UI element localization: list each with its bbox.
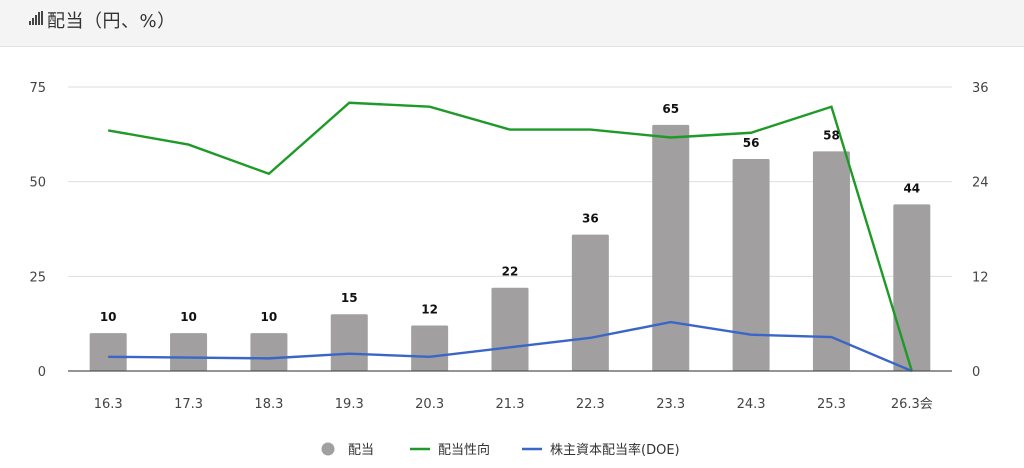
x-tick-label: 17.3 <box>174 397 203 412</box>
bar[interactable] <box>89 333 127 371</box>
bar-data-label: 56 <box>743 136 760 150</box>
bar[interactable] <box>732 158 770 371</box>
bar[interactable] <box>170 333 208 371</box>
legend-marker-bar[interactable] <box>321 442 335 456</box>
line-series <box>107 101 913 373</box>
axes: 0 25 50 75 0 12 24 36 16.3 17.3 18.3 19.3 20.3 21.3 22… <box>29 81 988 412</box>
bar-series <box>89 124 931 371</box>
bar-data-label: 15 <box>341 291 358 305</box>
bar[interactable] <box>652 124 690 371</box>
x-tick-label: 26.3会 <box>891 397 933 412</box>
x-tick-label: 22.3 <box>576 397 605 412</box>
y-right-tick-label: 24 <box>972 176 989 191</box>
legend-label[interactable]: 株主資本配当率(DOE) <box>550 442 680 458</box>
y-left-tick-label: 0 <box>38 365 46 380</box>
bar[interactable] <box>411 325 449 371</box>
y-left-tick-label: 25 <box>29 270 46 285</box>
bar-data-label: 44 <box>903 181 920 195</box>
line-payout-ratio[interactable] <box>107 101 913 372</box>
bar[interactable] <box>812 151 850 371</box>
bar-data-label: 10 <box>100 310 117 324</box>
bar[interactable] <box>250 333 288 371</box>
y-right-tick-label: 12 <box>972 270 989 285</box>
x-tick-label: 21.3 <box>496 397 525 412</box>
y-left-tick-label: 50 <box>29 176 46 191</box>
signal-bars-icon <box>29 11 43 25</box>
bar-data-label: 22 <box>502 265 519 279</box>
line-doe[interactable] <box>108 320 913 373</box>
chart-title: 配当（円、%） <box>47 11 176 32</box>
legend-label[interactable]: 配当 <box>348 443 374 458</box>
y-left-tick-label: 75 <box>29 81 46 96</box>
grid <box>68 86 952 277</box>
x-tick-label: 23.3 <box>656 397 685 412</box>
dividend-chart: 10 10 10 15 12 22 36 65 56 58 44 0 25 50 75 0 12 24 36 16.… <box>29 81 988 458</box>
x-tick-label: 24.3 <box>737 397 766 412</box>
bar-data-label: 10 <box>180 310 197 324</box>
bar[interactable] <box>571 234 609 371</box>
bar-data-label: 12 <box>421 303 438 317</box>
bar[interactable] <box>491 287 529 371</box>
data-labels: 10 10 10 15 12 22 36 65 56 58 44 <box>100 102 920 324</box>
bar-data-label: 58 <box>823 128 840 142</box>
x-tick-label: 16.3 <box>94 397 123 412</box>
x-tick-label: 18.3 <box>254 397 283 412</box>
bar[interactable] <box>893 204 931 371</box>
y-right-tick-label: 0 <box>972 365 980 380</box>
x-tick-label: 20.3 <box>415 397 444 412</box>
bar[interactable] <box>330 314 368 371</box>
bar-data-label: 10 <box>261 310 278 324</box>
bar-data-label: 36 <box>582 212 599 226</box>
bar-data-label: 65 <box>662 102 679 116</box>
panel-header: 配当（円、%） <box>0 0 1024 47</box>
legend[interactable]: 配当 配当性向 株主資本配当率(DOE) <box>321 442 680 458</box>
y-right-tick-label: 36 <box>972 81 989 96</box>
x-tick-label: 19.3 <box>335 397 364 412</box>
legend-label[interactable]: 配当性向 <box>438 442 490 458</box>
x-tick-label: 25.3 <box>817 397 846 412</box>
